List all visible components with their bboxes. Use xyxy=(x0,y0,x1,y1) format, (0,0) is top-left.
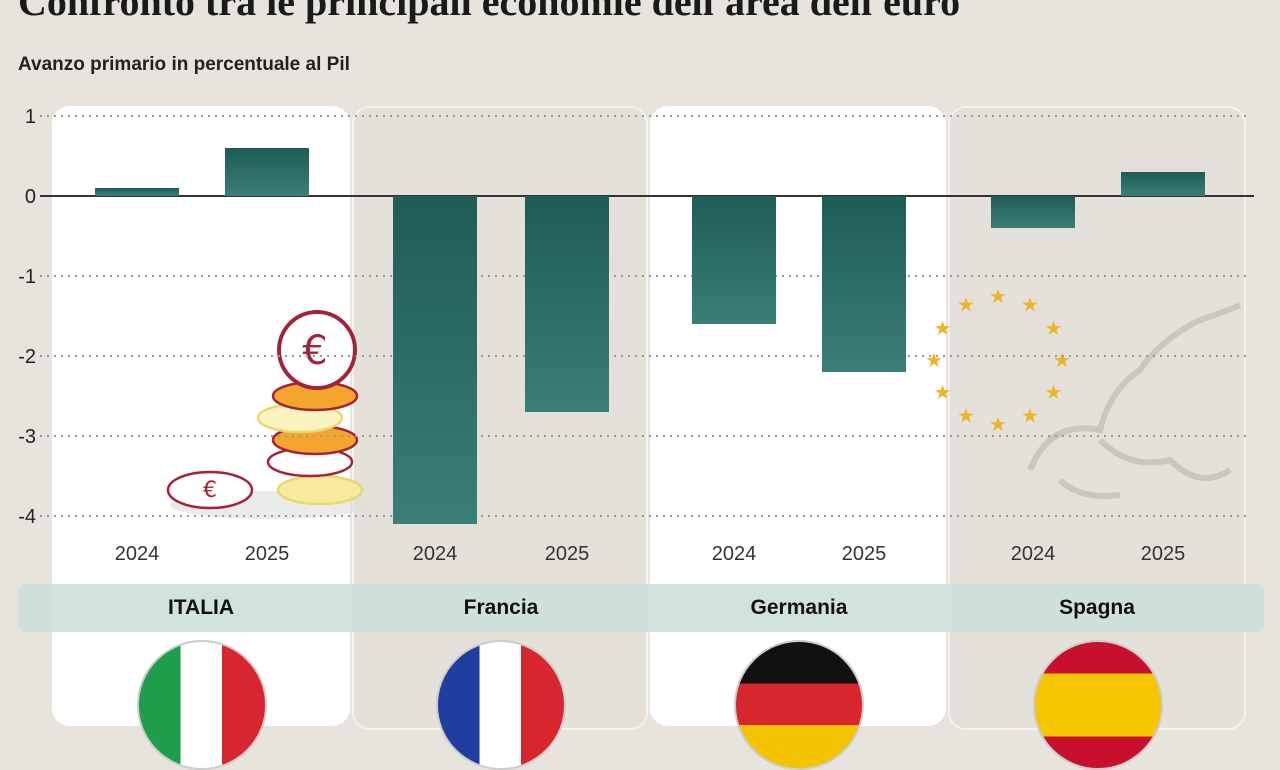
europe-map-icon xyxy=(1027,302,1242,499)
star-icon: ★ xyxy=(1044,382,1062,404)
country-band xyxy=(18,584,1264,632)
chart-title: Confronto tra le principali economie del… xyxy=(18,0,961,24)
x-tick-label: 2024 xyxy=(1011,543,1056,565)
chart-subtitle: Avanzo primario in percentuale al Pil xyxy=(18,54,350,75)
star-icon: ★ xyxy=(934,318,952,340)
bar-francia-2024 xyxy=(393,196,477,524)
eu-stars-icon: ★ ★★★★★★★★★★★ xyxy=(925,286,1071,436)
star-icon: ★ xyxy=(957,295,975,317)
y-tick-label: -3 xyxy=(18,426,36,448)
star-icon: ★ xyxy=(989,286,1007,308)
y-tick-label: 0 xyxy=(25,186,36,208)
y-tick-label: -2 xyxy=(18,346,36,368)
country-label-italia: ITALIA xyxy=(167,596,235,619)
france-flag-icon xyxy=(436,640,566,770)
star-icon: ★ xyxy=(957,405,975,427)
euro-coins-icon: € € xyxy=(166,310,370,519)
x-tick-label: 2025 xyxy=(842,543,887,565)
star-icon: ★ xyxy=(1053,350,1071,372)
country-label-francia: Francia xyxy=(463,596,539,619)
bar-italia-2025 xyxy=(225,148,309,196)
country-label-spagna: Spagna xyxy=(1059,596,1135,619)
star-icon: ★ xyxy=(925,350,943,372)
star-icon: ★ xyxy=(1021,295,1039,317)
y-tick-label: -4 xyxy=(18,506,36,528)
bar-spagna-2024 xyxy=(991,196,1075,228)
italy-flag-icon xyxy=(137,640,267,770)
bar-germania-2025 xyxy=(822,196,906,372)
svg-text:€: € xyxy=(302,328,327,374)
star-icon: ★ xyxy=(934,382,952,404)
germany-flag-icon xyxy=(734,640,864,770)
y-tick-label: -1 xyxy=(18,266,36,288)
bar-francia-2025 xyxy=(525,196,609,412)
x-tick-label: 2025 xyxy=(1141,543,1186,565)
spain-flag-icon xyxy=(1033,640,1163,770)
star-icon: ★ xyxy=(989,414,1007,436)
bar-spagna-2025 xyxy=(1121,172,1205,196)
x-tick-label: 2025 xyxy=(545,543,590,565)
x-tick-label: 2024 xyxy=(413,543,458,565)
bar-germania-2024 xyxy=(692,196,776,324)
bar-italia-2024 xyxy=(95,188,179,196)
x-tick-label: 2024 xyxy=(115,543,160,565)
y-tick-label: 1 xyxy=(25,106,36,128)
star-icon: ★ xyxy=(1021,405,1039,427)
star-icon: ★ xyxy=(1044,318,1062,340)
x-tick-label: 2025 xyxy=(245,543,290,565)
x-tick-label: 2024 xyxy=(712,543,757,565)
country-label-germania: Germania xyxy=(750,596,848,619)
svg-text:€: € xyxy=(203,478,217,503)
